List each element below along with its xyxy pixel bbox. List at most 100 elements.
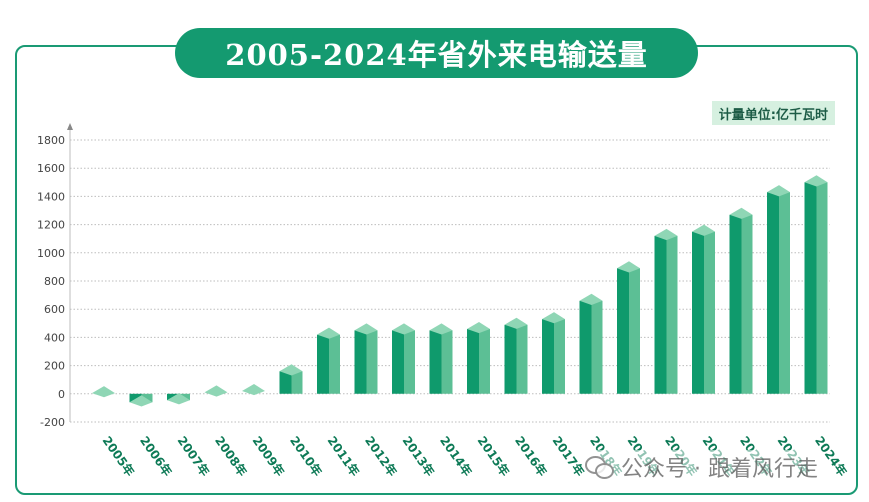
y-tick-label: 1600	[37, 162, 65, 175]
bar-front	[504, 324, 517, 394]
bar-front	[617, 268, 629, 394]
wechat-icon	[585, 454, 615, 480]
bar-front	[654, 235, 667, 394]
bar-front	[804, 182, 817, 394]
bar-front	[317, 334, 329, 394]
bar-side	[741, 214, 753, 394]
bar-side	[329, 334, 340, 394]
bar	[579, 293, 603, 394]
bar	[392, 323, 415, 394]
y-tick-label: 800	[44, 275, 65, 288]
bars	[92, 175, 828, 407]
grid-lines	[70, 139, 830, 423]
bar-side	[441, 330, 453, 394]
bar-top	[504, 317, 528, 329]
bar-side	[291, 371, 303, 394]
bar-side	[779, 192, 790, 394]
bar-front	[767, 192, 779, 394]
bar-top	[617, 261, 640, 273]
watermark: 公众号 · 跟着风行走	[585, 450, 818, 484]
bar-side	[816, 182, 828, 394]
bar-front	[279, 371, 292, 394]
bar-side	[479, 328, 490, 394]
bar-top	[542, 312, 565, 324]
x-tick-label: 2016年	[512, 433, 550, 479]
y-tick-label: 400	[44, 331, 65, 344]
bar-side	[591, 300, 603, 394]
x-tick-label: 2012年	[362, 433, 400, 479]
bar-side	[666, 235, 678, 394]
bar-top	[729, 207, 753, 219]
bar	[767, 185, 790, 394]
bar-top	[767, 185, 790, 197]
bar-top	[429, 323, 453, 335]
bar	[542, 312, 565, 394]
bar-top	[579, 293, 603, 305]
bar	[467, 321, 490, 394]
bar-top	[804, 175, 828, 187]
axes	[67, 123, 73, 422]
bar-side	[629, 268, 640, 394]
x-tick-label: 2017年	[550, 433, 588, 479]
bar	[692, 224, 715, 394]
x-tick-label: 2007年	[175, 433, 213, 479]
unit-label: 计量单位:亿千瓦时	[711, 101, 835, 125]
x-tick-label: 2009年	[250, 433, 288, 479]
bar	[204, 385, 228, 397]
bar	[129, 393, 153, 407]
bar	[354, 323, 378, 394]
bar-front	[392, 330, 404, 394]
y-tick-label: 600	[44, 303, 65, 316]
bar	[654, 228, 678, 394]
y-tick-label: 1200	[37, 219, 65, 232]
bar-top	[279, 364, 303, 376]
y-tick-labels: 1800 1600 1400 1200 1000 800 600 400 200 0 -200	[37, 134, 65, 429]
bar-side	[516, 324, 528, 394]
bar-side	[366, 330, 378, 394]
bar	[92, 386, 115, 398]
y-tick-label: 1400	[37, 190, 65, 203]
bar-front	[579, 300, 592, 394]
watermark-text: 公众号 · 跟着风行走	[621, 457, 818, 482]
bar-top	[129, 395, 153, 407]
chart-title: 2005-2024年省外来电输送量	[175, 28, 698, 78]
bar	[729, 207, 753, 394]
y-axis-arrow-icon	[67, 123, 73, 130]
bar-top	[467, 321, 490, 334]
bar-front	[692, 231, 704, 394]
y-tick-label: -200	[40, 416, 65, 429]
x-tick-label: 2015年	[475, 433, 513, 479]
y-tick-label: 1000	[37, 247, 65, 260]
bar-front	[542, 319, 554, 394]
x-tick-label: 2008年	[212, 433, 250, 479]
bar	[167, 393, 190, 405]
bar	[317, 327, 340, 394]
bar-side	[404, 330, 415, 394]
bar-top	[692, 224, 715, 236]
bar-front	[354, 330, 367, 394]
y-tick-label: 200	[44, 360, 65, 373]
bar	[242, 383, 265, 396]
bar	[429, 323, 453, 394]
bar-top	[242, 383, 265, 396]
bar-side	[554, 319, 565, 394]
bar	[279, 364, 303, 394]
bar	[504, 317, 528, 394]
bar-top	[92, 386, 115, 398]
y-tick-label: 1800	[37, 134, 65, 147]
x-tick-label: 2010年	[287, 433, 325, 479]
bar-top	[392, 323, 415, 335]
bar-top	[167, 393, 190, 405]
bar-top	[317, 327, 340, 339]
bar-side	[704, 231, 715, 394]
x-tick-label: 2006年	[137, 433, 175, 479]
bar-top	[654, 228, 678, 241]
bar	[617, 261, 640, 394]
bar-top	[354, 323, 378, 335]
x-tick-label: 2005年	[100, 433, 138, 479]
bar-front	[729, 214, 742, 394]
x-tick-label: 2013年	[400, 433, 438, 479]
bar	[804, 175, 828, 394]
x-tick-label: 2011年	[325, 433, 363, 479]
